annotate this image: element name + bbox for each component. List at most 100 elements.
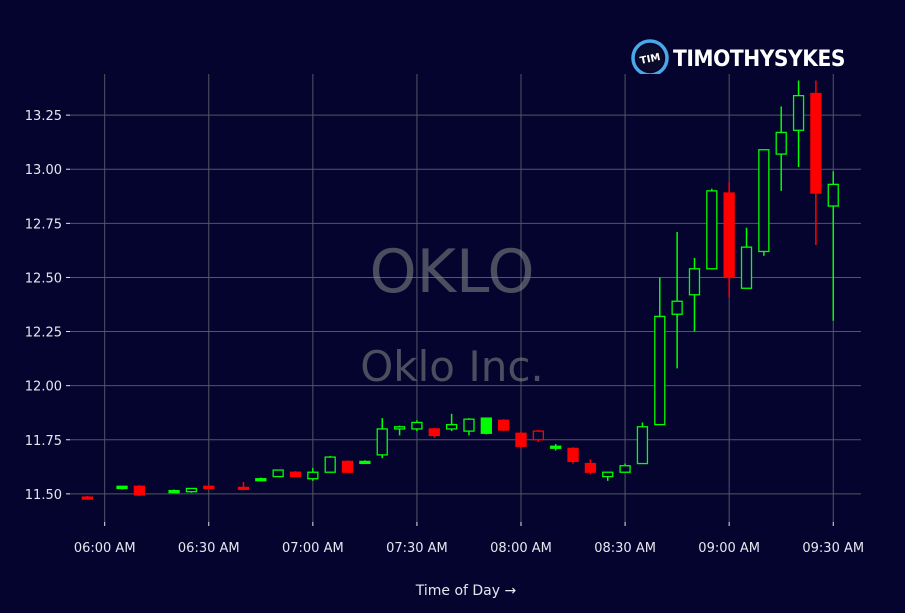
candle [723,182,735,297]
candle [428,427,440,438]
candle-body-up [480,417,492,434]
candle-body-up [550,445,562,449]
candle-body-up [445,423,458,430]
candle-body-down [567,447,579,463]
x-tick-label: 09:30 AM [802,541,864,556]
candle [567,447,579,464]
watermark-company: Oklo Inc. [360,342,544,391]
candle-body-up [671,300,683,315]
candle-body-up [411,421,423,430]
y-tick-label: 13.00 [25,163,62,178]
candle [393,425,406,436]
candle [116,485,128,490]
candle [376,418,388,459]
y-tick-label: 12.25 [25,326,62,341]
candle-body-down [498,419,510,431]
candle [81,496,93,500]
candle-body-up [376,428,388,456]
x-axis-label: Time of Day → [415,583,517,599]
x-tick-label: 07:00 AM [282,541,344,556]
candle-body-up [654,315,666,426]
candle-body-up [792,94,805,131]
candles [81,80,839,500]
x-axis: 06:00 AM 06:30 AM 07:00 AM 07:30 AM 08:00 AM… [74,522,864,556]
x-tick-label: 09:00 AM [698,541,760,556]
candle [515,432,527,449]
candle [584,459,597,475]
candle [498,419,510,432]
candle [532,430,545,442]
candle [359,460,371,465]
candle-body-up [463,418,475,432]
candle-body-up [168,489,180,494]
candle-body-down [289,471,302,478]
candle [463,418,475,436]
candle [445,413,458,432]
candle-body-up [619,465,631,473]
candle [341,460,354,473]
candle-body-up [272,469,284,478]
candle-body-up [775,131,787,155]
logo-disc [636,44,664,72]
candle-body-up [636,426,649,465]
candle [203,485,215,490]
y-tick-label: 13.25 [25,109,62,124]
candle-body-down [81,496,93,500]
x-tick-label: 07:30 AM [386,541,448,556]
brand-logo: TIM TIMOTHYSYKES [631,39,846,77]
x-tick-label: 08:30 AM [594,541,656,556]
y-tick-label: 12.50 [25,271,62,286]
x-tick-label: 06:30 AM [178,541,240,556]
y-tick-label: 12.00 [25,380,62,395]
y-tick-label: 11.50 [25,488,62,503]
candle [775,106,787,191]
candle-body-down [532,430,545,441]
candle-body-up [116,485,128,490]
candle [602,471,614,481]
candle [810,80,822,245]
x-tick-label: 08:00 AM [490,541,552,556]
candle-body-down [237,486,250,491]
y-tick-label: 12.75 [25,217,62,232]
candle [671,231,683,369]
candle-body-down [203,485,215,490]
candle-body-down [428,428,440,437]
candle-body-down [515,432,527,447]
candle-body-up [827,183,839,207]
y-axis: 11.50 11.75 12.00 12.25 12.50 12.75 13.00 13.25 [25,109,70,503]
candle-body-up [688,268,701,296]
candle [272,469,284,478]
watermark-ticker: OKLO [369,237,534,307]
candle-body-up [307,471,319,480]
candle [706,188,718,270]
candle [758,149,770,256]
candle [550,444,562,451]
plot-area: OKLO Oklo Inc. [70,74,861,522]
candle-body-up [255,478,267,482]
candle [237,481,250,491]
candle-body-up [706,190,718,270]
candle [792,80,805,168]
candle-body-up [359,460,371,465]
candle [654,277,666,426]
candle [255,477,267,482]
x-tick-label: 06:00 AM [74,541,136,556]
candle [289,471,302,478]
candle [307,467,319,481]
candle [411,420,423,432]
candle-body-up [602,471,614,478]
candle [168,489,180,494]
candle-body-down [584,462,597,473]
candle [619,463,631,473]
candle-body-up [758,149,770,253]
candle [636,422,649,465]
candle [133,485,146,497]
candle-body-down [133,485,146,496]
brand-name: TIMOTHYSYKES [673,47,845,72]
candle-body-down [810,92,822,194]
candle-body-up [393,426,406,430]
candle [740,227,753,289]
candle-body-down [341,460,354,473]
candle-body-down [723,192,735,279]
